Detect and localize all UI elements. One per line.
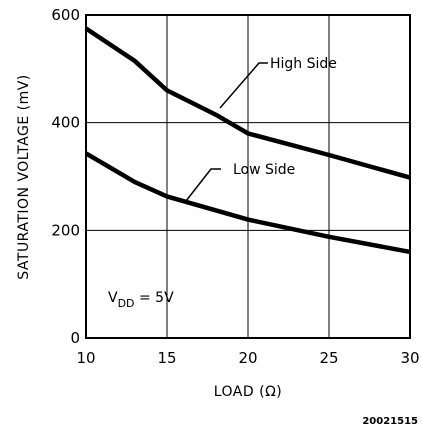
low-side-leader	[185, 168, 221, 202]
y-tick-labels: 0 200 400 600	[51, 6, 80, 347]
y-tick-label: 600	[51, 6, 80, 24]
vdd-condition-label: VDD = 5V	[108, 290, 174, 310]
figure-id: 20021515	[362, 416, 418, 427]
vdd-value: = 5V	[135, 290, 175, 306]
high-side-series-line	[84, 26, 411, 180]
y-tick-label: 200	[51, 221, 80, 239]
x-tick-label: 15	[157, 349, 176, 367]
y-tick-label: 400	[51, 114, 80, 132]
x-tick-label: 10	[76, 349, 95, 367]
low-side-series-line	[84, 151, 411, 255]
y-axis-title: SATURATION VOLTAGE (mV)	[16, 74, 32, 280]
low-side-label: Low Side	[233, 162, 295, 178]
vdd-symbol: V	[108, 290, 118, 306]
x-tick-label: 25	[319, 349, 338, 367]
series-layer	[84, 26, 411, 255]
x-tick-label: 20	[238, 349, 257, 367]
vdd-subscript: DD	[118, 297, 135, 310]
x-tick-labels: 10 15 20 25 30	[76, 349, 419, 367]
y-tick-label: 0	[70, 329, 80, 347]
x-axis-title: LOAD (Ω)	[214, 384, 283, 400]
x-tick-label: 30	[400, 349, 419, 367]
high-side-label: High Side	[270, 56, 337, 72]
high-side-leader	[219, 62, 268, 109]
